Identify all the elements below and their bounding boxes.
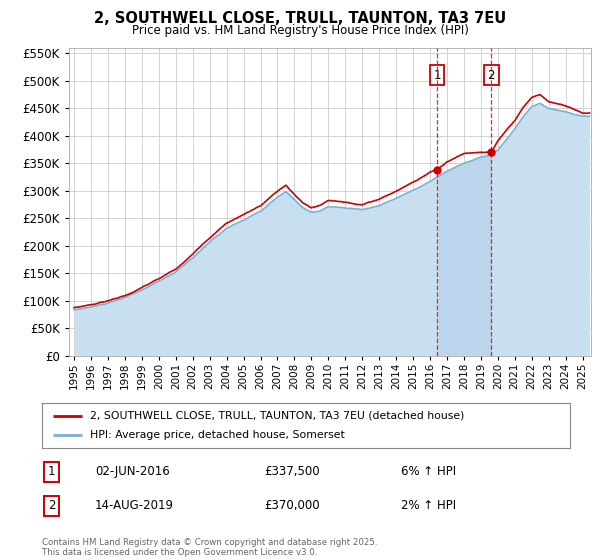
Text: 1: 1 xyxy=(433,69,441,82)
Text: £370,000: £370,000 xyxy=(264,500,319,512)
Text: 1: 1 xyxy=(48,465,55,478)
Text: Price paid vs. HM Land Registry's House Price Index (HPI): Price paid vs. HM Land Registry's House … xyxy=(131,24,469,36)
Text: £337,500: £337,500 xyxy=(264,465,319,478)
Text: 14-AUG-2019: 14-AUG-2019 xyxy=(95,500,174,512)
Text: 2, SOUTHWELL CLOSE, TRULL, TAUNTON, TA3 7EU: 2, SOUTHWELL CLOSE, TRULL, TAUNTON, TA3 … xyxy=(94,11,506,26)
Text: 2, SOUTHWELL CLOSE, TRULL, TAUNTON, TA3 7EU (detached house): 2, SOUTHWELL CLOSE, TRULL, TAUNTON, TA3 … xyxy=(89,410,464,421)
Text: HPI: Average price, detached house, Somerset: HPI: Average price, detached house, Some… xyxy=(89,431,344,441)
Text: Contains HM Land Registry data © Crown copyright and database right 2025.
This d: Contains HM Land Registry data © Crown c… xyxy=(42,538,377,557)
Text: 2: 2 xyxy=(48,500,55,512)
Text: 2% ↑ HPI: 2% ↑ HPI xyxy=(401,500,456,512)
Text: 2: 2 xyxy=(488,69,495,82)
Text: 02-JUN-2016: 02-JUN-2016 xyxy=(95,465,170,478)
Text: 6% ↑ HPI: 6% ↑ HPI xyxy=(401,465,456,478)
